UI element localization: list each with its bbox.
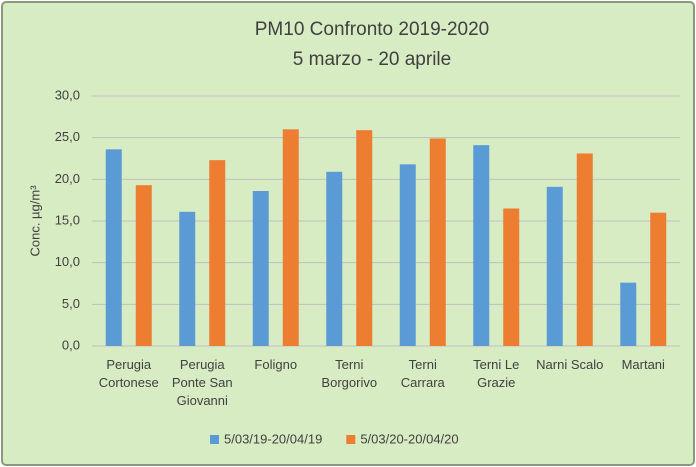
x-tick-label: Foligno	[254, 357, 297, 372]
bar	[473, 145, 490, 346]
bar	[650, 212, 667, 346]
y-tick-label: 0,0	[62, 337, 80, 352]
bar	[546, 186, 563, 346]
y-tick-label: 15,0	[55, 212, 80, 227]
bar	[252, 191, 269, 346]
legend-swatch	[210, 435, 219, 444]
bar	[209, 160, 226, 346]
x-tick-label: Terni Carrara	[401, 357, 446, 390]
bar	[399, 164, 416, 346]
legend-swatch	[346, 435, 356, 444]
bar	[429, 138, 446, 346]
y-tick-label: 25,0	[55, 129, 80, 144]
bar	[620, 282, 637, 346]
bar	[282, 129, 299, 346]
bar	[105, 149, 122, 346]
x-tick-label: Perugia Cortonese	[99, 357, 159, 390]
x-tick-label: Terni Borgorivo	[321, 357, 377, 390]
x-tick-label: Perugia Ponte San Giovanni	[172, 357, 233, 408]
y-tick-label: 30,0	[55, 87, 80, 102]
legend-label: 5/03/20-20/04/20	[360, 431, 458, 446]
legend-label: 5/03/19-20/04/19	[224, 431, 322, 446]
chart-subtitle: 5 marzo - 20 aprile	[293, 49, 451, 70]
y-axis-label: Conc. µg/m³	[27, 185, 42, 257]
bar	[576, 153, 593, 346]
bar	[135, 185, 152, 346]
x-tick-label: Narni Scalo	[536, 357, 603, 372]
y-tick-label: 10,0	[55, 254, 80, 269]
bar	[179, 211, 196, 346]
x-tick-label: Terni Le Grazie	[473, 357, 519, 390]
y-tick-label: 5,0	[62, 296, 80, 311]
bar	[503, 208, 520, 346]
chart-title: PM10 Confronto 2019-2020	[255, 19, 490, 40]
x-tick-label: Martani	[622, 357, 665, 372]
bar	[356, 130, 373, 346]
y-tick-label: 20,0	[55, 171, 80, 186]
bar	[326, 171, 343, 346]
